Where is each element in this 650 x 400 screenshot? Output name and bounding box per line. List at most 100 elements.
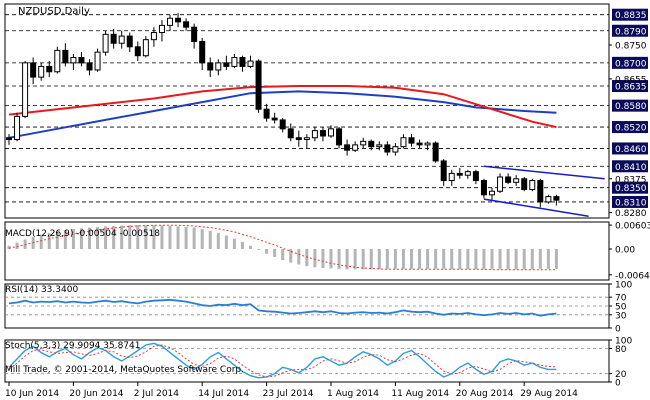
x-axis-tick-label: 29 Aug 2014 [520,389,578,399]
price-pane: 0.8835 0.8790 0.8700 0.8635 0.8580 0.8520 0.84… [4,3,648,219]
price-axis-tick-label: 0.8750 [615,42,647,52]
stoch-title: Stoch(5,3,3) 29.9094 35.8741 [5,341,140,351]
macd-histogram-bar [554,249,558,269]
copyright-text: Mill Trade, © 2001-2014, MetaQuotes Soft… [5,365,244,375]
bull-candle [142,39,149,57]
macd-histogram-bar [208,230,212,250]
macd-histogram-bar [410,249,413,269]
x-axis-tick-label: 14 Jul 2014 [198,389,249,399]
macd-histogram-bar [377,249,381,270]
ma-blue-line [8,90,557,139]
x-axis: 10 Jun 2014 20 Jun 2014 2 Jul 2014 14 Jul 2… [5,382,578,399]
price-level-label: 0.8635 [615,83,647,93]
price-level-label-bg [612,8,648,21]
bear-candle [456,172,463,176]
bull-candle [513,178,520,183]
macd-histogram-bar [305,249,309,267]
macd-histogram-bar [353,249,357,270]
rsi-axis-tick-label: 50 [615,303,627,313]
macd-histogram-bar [63,230,67,250]
bull-candle [311,130,318,139]
bear-candle [271,117,278,121]
price-level-label-bg [612,80,648,93]
bull-candle [231,57,238,67]
macd-histogram-bar [176,226,180,250]
bear-candle [191,26,198,42]
rsi-axis-tick-label: 30 [615,311,627,321]
x-axis-tick-label: 2 Jul 2014 [134,389,179,399]
stoch-axis-tick-label: 20 [615,370,627,380]
price-level-label: 0.8520 [615,124,647,134]
bear-candle [239,57,246,67]
rsi-axis-tick-label: 70 [615,294,627,304]
macd-histogram-bar [136,225,140,250]
macd-histogram-bar [265,249,269,254]
macd-histogram-bar [184,226,188,250]
rsi-axis-tick-label: 100 [615,281,632,291]
x-axis-tick-label: 20 Aug 2014 [456,389,514,399]
macd-histogram-bar [297,249,301,265]
macd-histogram-bar [104,226,108,250]
macd-histogram-bar [401,249,405,269]
macd-histogram-bar [289,249,293,263]
price-level-label: 0.8790 [615,27,647,37]
bull-candle [545,196,552,203]
macd-histogram-bar [466,249,470,270]
bear-candle [416,142,423,146]
bear-candle [263,108,270,119]
bull-candle [303,137,310,141]
macd-histogram-bar [490,249,494,270]
price-level-label: 0.8580 [615,102,647,112]
stoch-pane-frame [4,339,610,383]
price-axis-tick-label: 0.8375 [615,175,647,185]
macd-histogram-bar [168,225,172,250]
stoch-axis-tick-label: 80 [615,345,627,355]
macd-histogram-bar [385,249,389,269]
bull-candle [167,17,173,26]
price-level-label-bg [612,24,648,37]
macd-histogram-bar [313,249,317,268]
macd-histogram-bar [152,225,156,250]
bull-candle [497,176,504,192]
macd-histogram-bar [192,227,196,250]
bull-candle [376,144,383,148]
bull-candle [70,57,77,64]
bull-candle [360,140,367,146]
bear-candle [505,176,512,183]
macd-histogram-bar [144,225,148,250]
macd-pane-frame [4,221,610,281]
bull-candle [400,137,407,148]
macd-histogram-bar [216,233,220,250]
bull-candle [215,62,222,71]
bull-candle [464,171,471,176]
macd-histogram-bar [418,249,422,269]
bull-candle [158,24,165,34]
price-level-label-bg [612,142,648,155]
macd-histogram-bar [329,249,333,269]
price-axis-tick-label: 0.8280 [615,209,647,219]
symbol-title: NZDUSD,Daily [18,6,90,17]
macd-histogram-bar [498,249,502,270]
price-level-label: 0.8350 [615,184,647,194]
macd-axis-tick-label: 0.00 [615,246,635,256]
price-level-label-bg [612,160,648,173]
bear-candle [30,62,37,78]
price-axis-tick-label: 0.8655 [615,75,647,85]
bear-candle [319,130,326,137]
bear-candle [440,160,447,182]
bull-candle [529,180,536,190]
bear-candle [255,60,262,110]
macd-histogram-bar [458,249,462,270]
price-level-label: 0.8410 [615,163,647,173]
macd-histogram-bar [530,249,534,270]
stoch-axis-tick-label: 0 [615,379,621,389]
macd-histogram-bar [7,245,11,250]
price-level-label-bg [612,195,648,208]
macd-title: MACD(12,26,9) -0.00504 -0.00518 [5,229,160,239]
macd-histogram-bar [79,228,83,250]
macd-histogram-bar [39,234,43,250]
stoch-main-line [8,342,557,379]
x-axis-tick-label: 23 Jul 2014 [263,389,314,399]
